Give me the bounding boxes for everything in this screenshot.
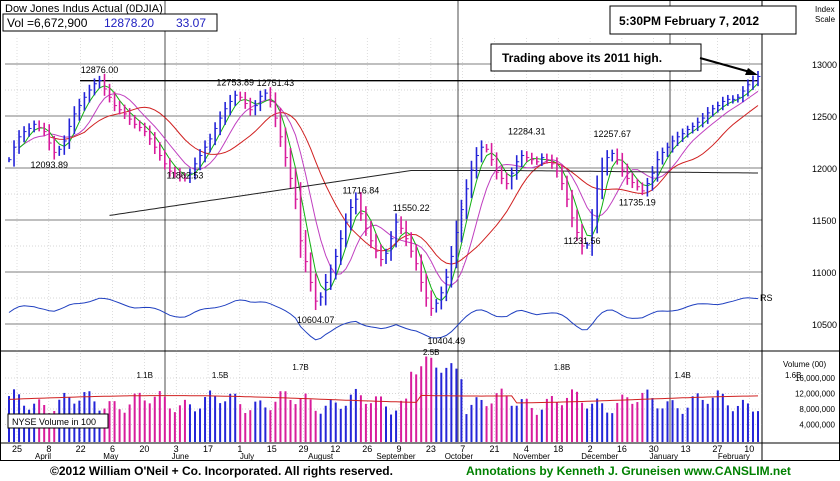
gridlines: [0, 0, 840, 461]
month-label: November: [513, 452, 550, 461]
day-tick-label: 3: [174, 444, 179, 454]
price-annotation: 10404.49: [428, 336, 466, 346]
price-tick-label: 12000: [812, 164, 837, 174]
volume-bars: 1.1B 1.5B 1.7B 2.5B 1.8B 1.4B 1.6B: [8, 348, 801, 442]
day-tick-label: 27: [712, 444, 722, 454]
timestamp: 5:30PM February 7, 2012: [619, 14, 759, 28]
rs-label: RS: [760, 293, 773, 303]
price-annotation: 10604.07: [297, 315, 335, 325]
day-tick-label: 13: [681, 444, 691, 454]
price-annotation: 12093.89: [30, 160, 68, 170]
ma-short-line: [18, 90, 759, 286]
price-annotation: 11735.19: [619, 198, 656, 208]
day-tick-label: 7: [460, 444, 465, 454]
price-annotation: 11550.22: [393, 203, 430, 213]
volume-tick-label: 12,000,000: [795, 390, 836, 399]
price-readout: 12878.20: [104, 16, 154, 30]
note-arrow: [699, 57, 751, 73]
day-tick-label: 12: [330, 444, 340, 454]
day-tick-label: 17: [203, 444, 213, 454]
day-tick-label: 2: [588, 444, 593, 454]
price-tick-label: 10500: [812, 320, 837, 330]
price-bars: [8, 70, 761, 316]
day-tick-label: 21: [490, 444, 500, 454]
moving-averages: [18, 82, 759, 302]
month-label: October: [445, 452, 474, 461]
month-label: June: [172, 452, 190, 461]
volume-peak-label: 1.1B: [136, 371, 152, 380]
price-annotation: 12876.00: [81, 65, 119, 75]
volume-legend: NYSE Volume in 100: [12, 417, 96, 427]
volume-tick-label: 4,000,000: [799, 421, 835, 430]
month-label: February: [718, 452, 750, 461]
index-scale-label: Index Scale: [815, 5, 836, 24]
timestamp-box: [609, 5, 797, 35]
month-label: May: [103, 452, 118, 461]
volume-peak-label: 1.7B: [292, 363, 308, 372]
stats-box: [2, 13, 218, 32]
volume-peak-label: 1.6B: [785, 371, 801, 380]
day-tick-label: 1: [237, 444, 242, 454]
volume-peak-label: 2.5B: [423, 348, 439, 357]
volume-peak-label: 1.5B: [212, 371, 228, 380]
price-annotation: 11716.84: [342, 185, 379, 195]
price-tick-label: 11000: [812, 268, 836, 278]
price-annotation: 12753.89: [216, 78, 254, 88]
day-tick-label: 20: [139, 444, 149, 454]
ma-200-line: [109, 170, 758, 216]
day-tick-label: 26: [362, 444, 372, 454]
day-tick-label: 10: [744, 444, 754, 454]
day-tick-label: 22: [76, 444, 86, 454]
volume-axis-label: Volume (00): [783, 360, 826, 369]
ma-fast-line: [18, 82, 759, 302]
copyright: ©2012 William O'Neil + Co. Incorporated.…: [50, 464, 393, 478]
chart-title: Dow Jones Indus Actual (0DJIA): [5, 3, 163, 15]
annotations-credit: Annotations by Kenneth J. Gruneisen www.…: [466, 464, 791, 478]
day-tick-label: 23: [426, 444, 436, 454]
price-annotation: 11231.56: [564, 236, 601, 246]
price-tick-label: 11500: [812, 216, 836, 226]
price-annotations: 12876.00 12093.89 11862.53 12753.89 12751.43…: [30, 65, 655, 346]
volume-average-line: [8, 394, 759, 404]
month-label: September: [376, 452, 415, 461]
month-label: April: [35, 452, 51, 461]
volume-tick-label: 8,000,000: [799, 405, 835, 414]
change-readout: 33.07: [176, 16, 206, 30]
day-tick-label: 6: [110, 444, 115, 454]
ma-50-line: [49, 105, 759, 265]
volume-legend-box: [7, 413, 109, 429]
day-tick-label: 29: [299, 444, 309, 454]
day-tick-label: 16: [617, 444, 627, 454]
volume-tick-label: 16,000,000: [795, 374, 836, 383]
month-label: January: [650, 452, 678, 461]
month-label: August: [308, 452, 334, 461]
volume-readout: Vol =6,672,900: [7, 16, 88, 30]
day-tick-label: 25: [12, 444, 22, 454]
chart-frame: [0, 0, 840, 461]
price-annotation: 12257.67: [593, 129, 631, 139]
price-annotation: 12751.43: [257, 78, 295, 88]
day-tick-label: 4: [524, 444, 529, 454]
note-arrowhead: [745, 68, 758, 75]
rs-path: [8, 297, 759, 341]
price-annotation: 11862.53: [167, 170, 204, 180]
day-tick-label: 9: [397, 444, 402, 454]
note-text: Trading above its 2011 high.: [502, 51, 662, 65]
month-label: December: [581, 452, 618, 461]
price-tick-label: 13000: [812, 60, 837, 70]
volume-peak-label: 1.8B: [554, 363, 570, 372]
price-annotation: 12284.31: [508, 126, 546, 136]
day-tick-label: 15: [267, 444, 277, 454]
volume-peak-label: 1.4B: [674, 371, 690, 380]
rs-line: [8, 297, 759, 341]
note-box: [490, 43, 702, 72]
price-tick-label: 12500: [812, 112, 837, 122]
day-tick-label: 8: [46, 444, 51, 454]
day-tick-label: 18: [553, 444, 563, 454]
day-tick-label: 30: [649, 444, 659, 454]
month-label: July: [240, 452, 254, 461]
